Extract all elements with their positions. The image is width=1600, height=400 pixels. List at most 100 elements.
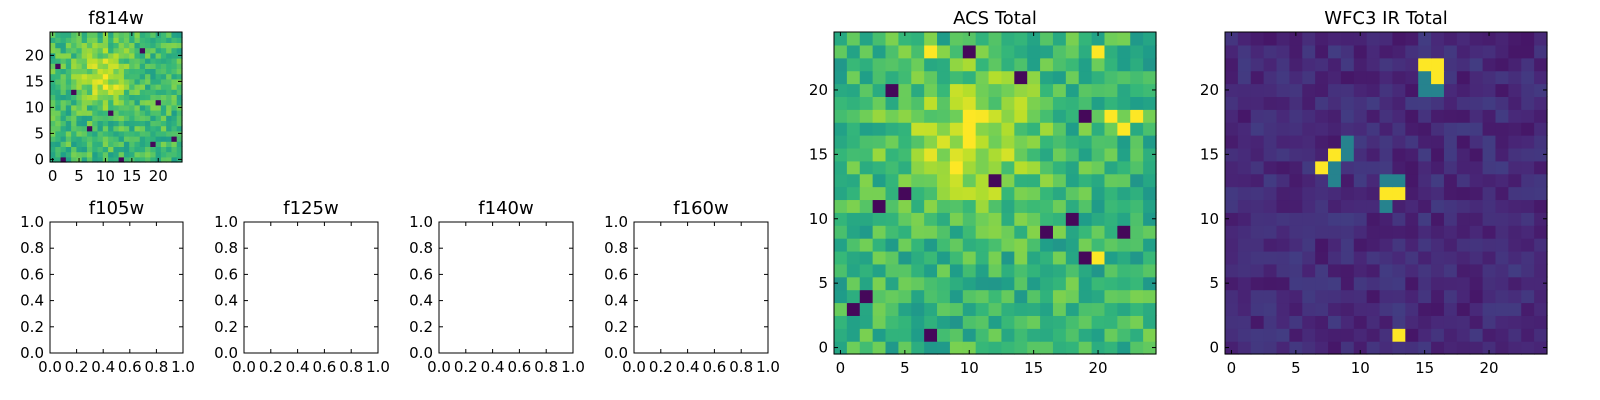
heatmap-cell [1482, 302, 1497, 316]
heatmap-cell [1521, 199, 1535, 213]
heatmap-cell [949, 328, 964, 342]
heatmap-cell [1027, 250, 1041, 265]
heatmap-cell [885, 160, 899, 175]
heatmap-cell [1302, 70, 1316, 85]
heatmap-cell [139, 141, 146, 147]
heatmap-cell [962, 328, 977, 342]
heatmap-cell [139, 73, 146, 80]
heatmap-cell [1237, 328, 1252, 342]
heatmap-cell [1250, 135, 1265, 149]
heatmap-cell [1418, 96, 1432, 110]
heatmap-cell [176, 125, 183, 132]
heatmap-cell [1052, 135, 1067, 149]
heatmap-cell [1001, 276, 1015, 291]
heatmap-cell [1001, 250, 1015, 265]
heatmap-cell [155, 68, 162, 75]
heatmap-cell [1482, 315, 1497, 329]
heatmap-cell [50, 115, 56, 121]
heatmap-cell [1353, 199, 1368, 213]
heatmap-cell [150, 99, 157, 106]
heatmap-cell [160, 104, 167, 111]
heatmap-cell [1443, 289, 1458, 304]
heatmap-cell [160, 47, 167, 54]
heatmap-cell [176, 94, 183, 101]
heatmap-cell [1289, 186, 1303, 201]
heatmap-cell [859, 199, 874, 213]
heatmap-cell [834, 44, 848, 59]
heatmap-cell [65, 58, 72, 64]
heatmap-cell [924, 341, 938, 355]
heatmap-cell [97, 47, 104, 54]
heatmap-cell [76, 63, 83, 69]
heatmap-cell [123, 84, 130, 90]
heatmap-cell [1366, 70, 1381, 85]
heatmap-cell [65, 141, 72, 147]
heatmap-cell [102, 115, 109, 121]
heatmap-cell [1237, 289, 1252, 304]
heatmap-cell [1289, 109, 1303, 123]
heatmap-cell [846, 328, 861, 342]
heatmap-cell [113, 32, 120, 38]
heatmap-cell [975, 122, 990, 136]
heatmap-cell [924, 135, 938, 149]
heatmap-cell [81, 52, 88, 59]
heatmap-cell [118, 94, 125, 101]
heatmap-cell [846, 57, 861, 72]
heatmap-cell [1366, 135, 1381, 149]
heatmap-cell [975, 225, 990, 239]
heatmap-cell [134, 141, 141, 147]
heatmap-cell [92, 130, 99, 137]
heatmap-cell [898, 32, 912, 46]
heatmap-cell [1130, 109, 1144, 123]
heatmap-cell [1078, 96, 1093, 110]
heatmap-cell [1521, 212, 1535, 226]
heatmap-cell [1431, 122, 1445, 136]
heatmap-cell [81, 73, 88, 80]
heatmap-cell [1104, 122, 1118, 136]
heatmap-cell [859, 225, 874, 239]
heatmap-cell [937, 70, 951, 85]
heatmap-cell [1315, 44, 1329, 59]
heatmap-cell [937, 122, 951, 136]
heatmap-cell [1521, 160, 1535, 175]
heatmap-cell [1225, 276, 1239, 291]
heatmap-cell [1392, 96, 1406, 110]
heatmap-cell [1040, 135, 1054, 149]
heatmap-cell [118, 42, 125, 49]
heatmap-cell [92, 110, 99, 116]
heatmap-cell [1250, 173, 1265, 188]
heatmap-cell [911, 135, 925, 149]
heatmap-cell [160, 42, 167, 49]
heatmap-cell [834, 315, 848, 329]
heatmap-cell [1001, 186, 1015, 201]
heatmap-cell [1078, 160, 1093, 175]
heatmap-cell [1289, 44, 1303, 59]
heatmap-cell [1065, 276, 1080, 291]
heatmap-cell [911, 263, 925, 278]
heatmap-cell [1469, 160, 1484, 175]
x-tick-label: 0.0 [232, 358, 256, 376]
heatmap-cell [859, 276, 874, 291]
heatmap-cell [1431, 70, 1445, 85]
heatmap-cell [1456, 212, 1471, 226]
heatmap-cell [55, 68, 62, 75]
heatmap-cell [924, 32, 938, 46]
heatmap-cell [118, 125, 125, 132]
heatmap-cell [1521, 57, 1535, 72]
heatmap-cell [1353, 250, 1368, 265]
heatmap-cell [1027, 263, 1041, 278]
heatmap-cell [1469, 276, 1484, 291]
heatmap-cell [834, 263, 848, 278]
heatmap-cell [1392, 341, 1406, 355]
heatmap-cell [898, 341, 912, 355]
heatmap-cell [988, 122, 1003, 136]
heatmap-cell [1482, 147, 1497, 162]
heatmap-cell [1237, 44, 1252, 59]
heatmap-cell [102, 125, 109, 132]
heatmap-cell [55, 37, 62, 43]
heatmap-cell [1237, 32, 1252, 46]
heatmap-cell [60, 89, 67, 95]
heatmap-cell [50, 94, 56, 101]
heatmap-cell [1237, 186, 1252, 201]
